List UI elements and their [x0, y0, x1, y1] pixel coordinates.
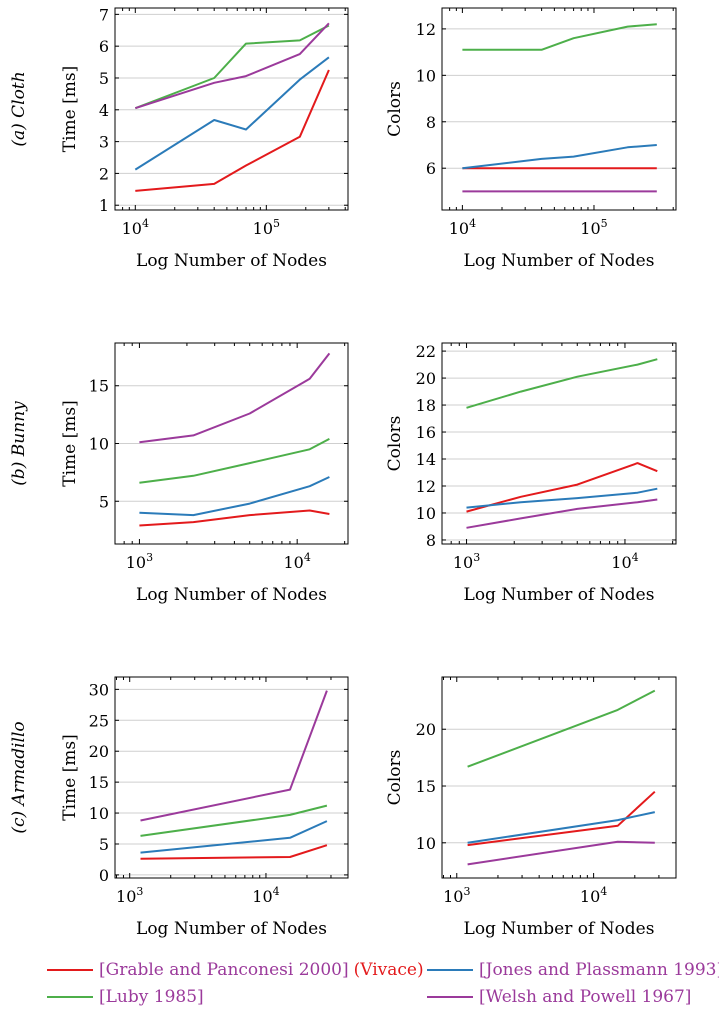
y-tick-label: 7	[99, 5, 109, 24]
series-line-jp	[467, 811, 656, 844]
series-line-jp	[140, 820, 328, 854]
y-tick-label: 8	[426, 113, 436, 132]
series-line-luby	[134, 24, 330, 110]
y-tick-label: 5	[99, 492, 109, 511]
x-tick-label: 105	[253, 217, 280, 238]
series-line-luby	[467, 689, 656, 768]
series-line-luby	[462, 23, 657, 51]
y-tick-label: 5	[99, 69, 109, 88]
plot-frame	[114, 342, 349, 545]
y-tick-label: 10	[416, 834, 436, 853]
chart-panel-1: 1 2 3 4 5 6 7 104 105 Log Number of Nodes Time [ms…	[9, 5, 349, 271]
x-axis-label: Log Number of Nodes	[464, 919, 655, 939]
y-tick-label: 20	[89, 742, 109, 761]
chart-panel-6: 10 15 20 103 104 Log Number of Nodes Colors	[385, 676, 677, 939]
series-line-wp	[466, 498, 658, 529]
y-tick-label: 3	[99, 133, 109, 152]
row-label: (a) Cloth	[9, 71, 29, 146]
y-tick-label: 30	[89, 680, 109, 699]
series-line-jp	[139, 476, 330, 517]
series-line-luby	[139, 438, 330, 484]
x-tick-label: 103	[453, 551, 480, 572]
y-tick-label: 25	[89, 711, 109, 730]
series-line-gp	[139, 509, 330, 527]
y-axis-label: Time [ms]	[60, 66, 80, 152]
y-axis-label: Time [ms]	[60, 734, 80, 820]
x-tick-label: 104	[283, 551, 310, 572]
y-tick-label: 8	[426, 531, 436, 550]
y-tick-label: 14	[416, 450, 436, 469]
series-line-luby	[140, 804, 328, 837]
chart-panel-5: 0 5 10 15 20 25 30 103 104 Log Number of Nodes Tim…	[9, 676, 349, 939]
chart-panel-4: 8 10 12 14 16 18 20 22 103 104 Log Number of Nodes…	[385, 342, 677, 605]
y-tick-label: 15	[89, 377, 109, 396]
chart-panel-2: 6 8 10 12 104 105 Log Number of Nodes Colors	[385, 7, 677, 271]
row-label: (b) Bunny	[9, 401, 29, 486]
y-tick-label: 1	[99, 196, 109, 215]
series-line-jp	[466, 487, 658, 509]
y-tick-label: 10	[89, 435, 109, 454]
series-line-wp	[467, 840, 655, 866]
y-tick-label: 10	[416, 504, 436, 523]
y-tick-label: 16	[416, 423, 436, 442]
plot-frame	[441, 676, 677, 879]
y-tick-label: 12	[416, 20, 436, 39]
x-tick-label: 104	[122, 217, 149, 238]
plot-frame	[441, 342, 677, 545]
y-tick-label: 10	[416, 66, 436, 85]
chart-panel-3: 5 10 15 103 104 Log Number of Nodes Time [ms] (…	[9, 342, 349, 605]
x-tick-label: 103	[116, 885, 143, 906]
x-tick-label: 104	[252, 885, 279, 906]
series-line-wp	[140, 690, 328, 822]
y-tick-label: 22	[416, 342, 436, 361]
y-axis-label: Time [ms]	[60, 400, 80, 486]
y-tick-label: 20	[416, 720, 436, 739]
y-tick-label: 6	[99, 37, 109, 56]
y-tick-label: 10	[89, 804, 109, 823]
x-axis-label: Log Number of Nodes	[464, 585, 655, 605]
x-tick-label: 103	[443, 885, 470, 906]
series-line-gp	[140, 844, 328, 860]
y-tick-label: 20	[416, 369, 436, 388]
x-tick-label: 105	[580, 217, 607, 238]
x-axis-label: Log Number of Nodes	[464, 251, 655, 271]
x-tick-label: 103	[126, 551, 153, 572]
x-tick-label: 104	[449, 217, 476, 238]
y-tick-label: 15	[416, 777, 436, 796]
series-line-gp	[466, 462, 658, 513]
y-tick-label: 4	[99, 101, 109, 120]
y-axis-label: Colors	[385, 416, 405, 472]
y-tick-label: 5	[99, 835, 109, 854]
plot-frame	[114, 676, 349, 879]
plot-frame	[441, 7, 677, 211]
series-line-jp	[462, 144, 657, 170]
x-axis-label: Log Number of Nodes	[136, 251, 327, 271]
x-axis-label: Log Number of Nodes	[136, 585, 327, 605]
y-tick-label: 15	[89, 773, 109, 792]
y-axis-label: Colors	[385, 750, 405, 806]
y-tick-label: 6	[426, 159, 436, 178]
series-line-luby	[466, 358, 658, 409]
row-label: (c) Armadillo	[9, 721, 29, 833]
x-tick-label: 104	[580, 885, 607, 906]
x-axis-label: Log Number of Nodes	[136, 919, 327, 939]
y-tick-label: 18	[416, 396, 436, 415]
y-tick-label: 12	[416, 477, 436, 496]
y-axis-label: Colors	[385, 81, 405, 137]
series-line-gp	[135, 69, 330, 192]
series-line-wp	[134, 22, 330, 110]
series-line-gp	[467, 790, 656, 847]
x-tick-label: 104	[611, 551, 638, 572]
series-line-jp	[134, 56, 330, 171]
y-tick-label: 0	[99, 866, 109, 885]
series-line-wp	[139, 352, 331, 444]
y-tick-label: 2	[99, 164, 109, 183]
plot-frame	[114, 7, 349, 211]
